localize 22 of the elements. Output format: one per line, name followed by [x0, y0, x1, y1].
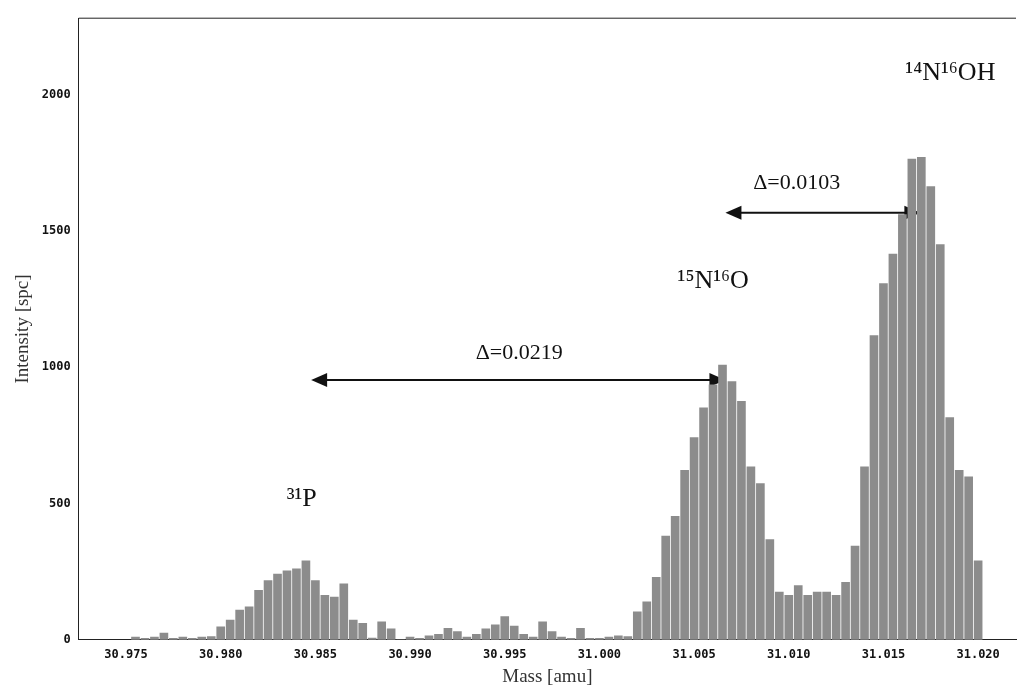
x-axis-title: Mass [amu] — [502, 664, 593, 686]
y-tick-label: 1500 — [41, 222, 71, 237]
x-tick-label: 30.975 — [104, 647, 148, 662]
y-tick-label: 1000 — [41, 359, 71, 374]
x-tick-label: 31.005 — [672, 647, 716, 662]
x-tick-label: 30.980 — [199, 647, 243, 662]
annotation: Δ=0.0219 — [475, 338, 563, 364]
annotation: ¹⁴N¹⁶OH — [905, 57, 996, 87]
x-tick-label: 30.990 — [388, 647, 432, 662]
x-tick-label: 31.000 — [577, 647, 622, 662]
x-tick-label: 30.985 — [293, 647, 338, 662]
y-axis-title: Intensity [spc] — [11, 274, 33, 384]
y-tick-label: 2000 — [41, 86, 71, 101]
annotation: ¹⁵N¹⁶O — [677, 264, 749, 294]
x-tick-label: 31.020 — [956, 647, 1000, 662]
annotation: ³¹P — [286, 482, 317, 512]
x-tick-label: 31.015 — [861, 647, 906, 662]
annotation: Δ=0.0103 — [753, 169, 841, 195]
x-tick-label: 31.010 — [767, 647, 811, 662]
x-tick-label: 30.995 — [483, 647, 527, 662]
y-tick-label: 500 — [49, 495, 71, 510]
y-tick-label: 0 — [63, 631, 71, 646]
